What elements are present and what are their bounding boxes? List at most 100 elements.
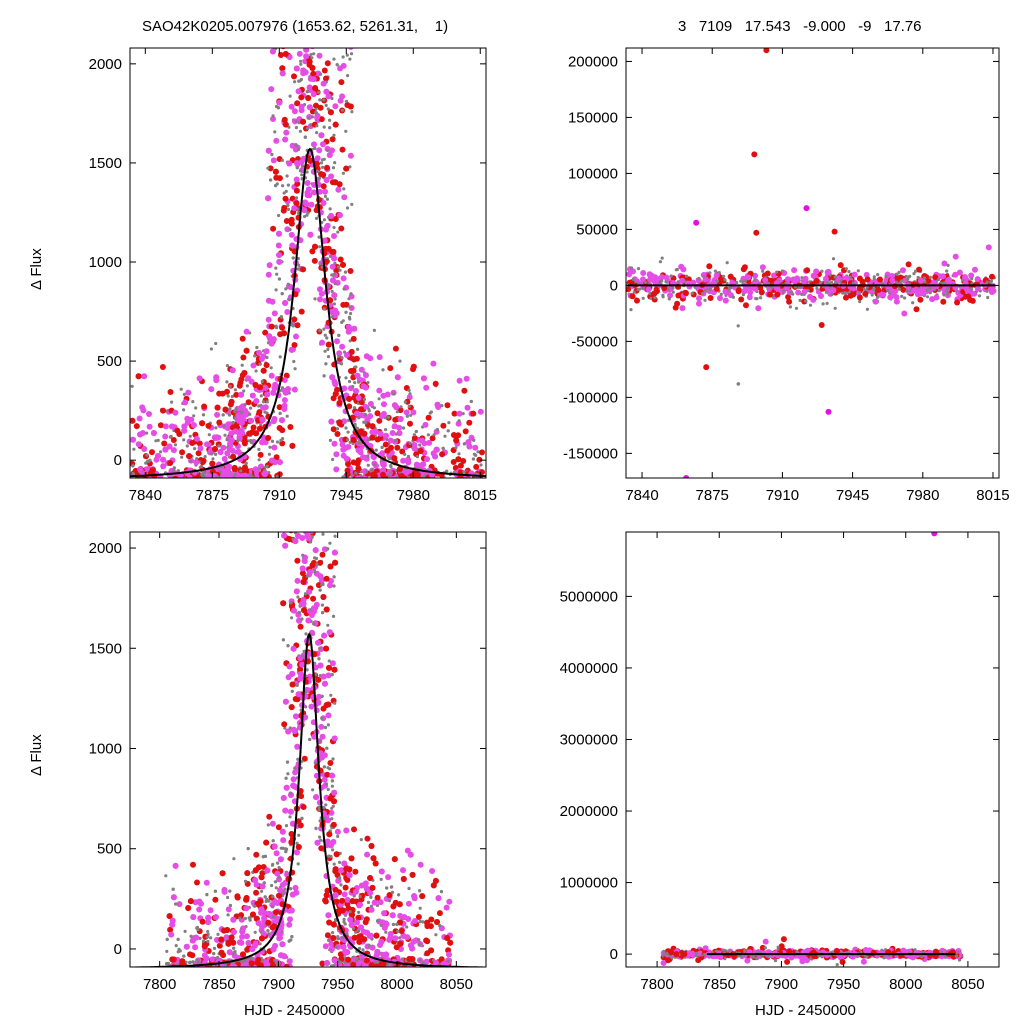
data-point xyxy=(314,216,319,220)
data-point xyxy=(415,455,419,459)
data-point xyxy=(265,435,272,441)
data-point xyxy=(322,765,326,769)
data-point xyxy=(271,114,275,118)
data-point xyxy=(212,946,217,951)
data-point xyxy=(788,305,793,309)
data-point xyxy=(306,104,313,111)
data-point xyxy=(239,419,245,426)
data-point xyxy=(396,430,403,437)
data-point xyxy=(293,176,300,183)
data-point xyxy=(306,192,313,199)
data-point xyxy=(361,430,368,437)
data-point xyxy=(875,295,880,299)
data-point xyxy=(862,290,869,297)
data-point xyxy=(422,421,429,428)
data-point xyxy=(313,160,320,167)
data-point xyxy=(479,449,485,456)
data-point xyxy=(294,126,298,130)
data-point xyxy=(236,439,240,443)
data-point xyxy=(164,874,168,878)
data-point xyxy=(326,787,330,792)
data-point xyxy=(326,355,331,359)
data-point xyxy=(180,455,184,459)
data-point xyxy=(355,394,362,401)
data-point xyxy=(253,851,260,858)
data-point xyxy=(288,815,292,819)
data-point xyxy=(258,355,265,362)
data-point xyxy=(339,362,344,366)
data-point xyxy=(208,386,215,393)
data-point xyxy=(329,693,333,697)
data-point xyxy=(303,48,310,53)
data-point xyxy=(194,406,198,410)
data-point xyxy=(455,420,462,427)
data-point xyxy=(397,416,404,422)
data-point xyxy=(418,443,422,447)
y-tick-label: 200000 xyxy=(568,53,618,70)
data-point xyxy=(759,296,763,300)
data-point xyxy=(342,187,346,191)
data-point xyxy=(843,275,849,282)
x-tick-label: 7875 xyxy=(196,487,229,504)
data-point xyxy=(256,409,263,416)
data-point xyxy=(195,926,199,930)
data-point xyxy=(685,274,689,278)
data-point xyxy=(271,310,278,317)
data-point xyxy=(185,444,189,448)
data-point xyxy=(405,900,412,907)
data-point xyxy=(213,377,220,384)
data-point xyxy=(325,336,329,340)
data-point xyxy=(344,129,348,133)
data-point xyxy=(394,444,401,451)
data-point xyxy=(884,274,888,279)
data-point xyxy=(231,466,238,473)
data-point xyxy=(231,420,235,425)
data-point xyxy=(312,664,319,671)
data-point xyxy=(227,413,232,417)
data-point xyxy=(872,277,876,281)
data-point xyxy=(146,411,152,417)
data-point xyxy=(389,463,393,468)
data-point xyxy=(631,277,636,281)
data-point xyxy=(717,295,723,302)
data-point xyxy=(212,446,218,453)
data-point xyxy=(929,296,936,303)
data-point xyxy=(357,380,361,384)
data-point xyxy=(233,391,240,398)
data-point xyxy=(430,882,437,889)
data-point xyxy=(859,278,866,285)
data-point xyxy=(324,887,331,894)
data-point xyxy=(353,422,357,426)
data-point xyxy=(800,292,804,296)
data-point xyxy=(284,776,288,780)
data-point xyxy=(280,837,287,844)
data-point xyxy=(176,901,183,908)
data-point xyxy=(277,213,281,218)
data-point xyxy=(332,390,339,397)
data-point xyxy=(384,428,388,432)
data-point xyxy=(283,726,287,730)
y-tick-label: -100000 xyxy=(563,389,618,406)
data-point xyxy=(764,270,771,277)
data-point xyxy=(872,275,876,279)
data-point xyxy=(302,199,309,206)
data-point xyxy=(300,804,307,810)
data-point xyxy=(240,354,247,361)
data-point xyxy=(251,475,255,478)
data-point xyxy=(340,275,347,282)
data-point xyxy=(201,403,208,410)
data-point xyxy=(277,277,281,281)
outlier-point xyxy=(751,151,758,158)
data-point xyxy=(318,328,322,333)
outlier-point xyxy=(693,219,700,226)
data-point xyxy=(182,438,186,442)
data-point xyxy=(977,294,982,298)
data-point xyxy=(364,835,371,842)
data-point xyxy=(880,291,887,298)
data-point xyxy=(989,273,995,280)
data-point xyxy=(937,289,941,293)
data-point xyxy=(197,445,204,452)
data-point xyxy=(330,277,336,284)
data-point xyxy=(818,322,825,328)
data-point xyxy=(465,439,472,446)
